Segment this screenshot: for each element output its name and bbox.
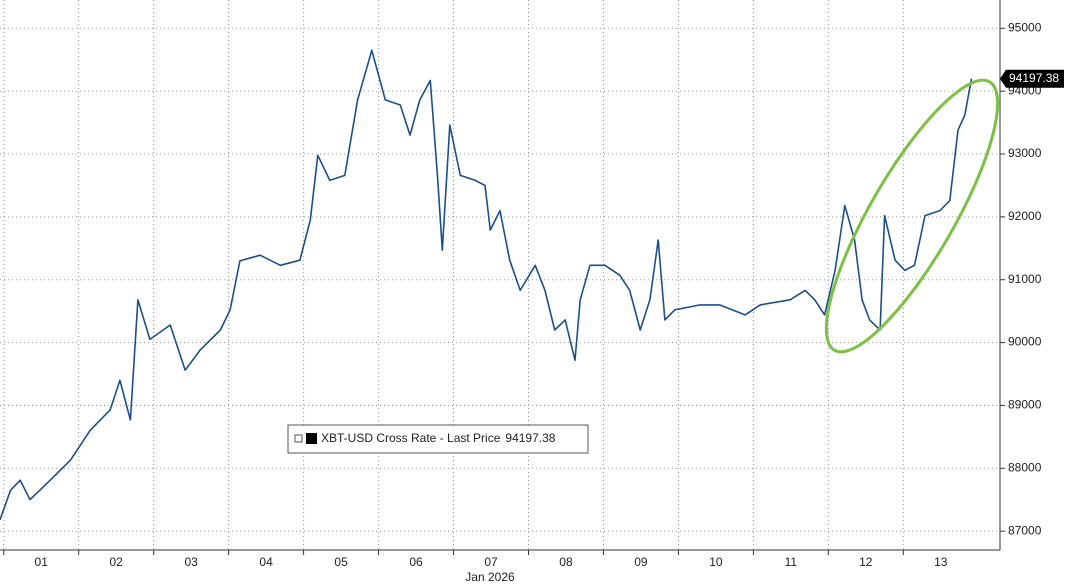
x-tick-label: 02 [110, 555, 124, 569]
last-price-tag [1000, 69, 1064, 88]
legend-swatch [306, 433, 317, 444]
x-tick-label: 13 [934, 555, 948, 569]
x-tick-label: 08 [559, 555, 573, 569]
grid [0, 0, 1000, 550]
y-tick-label: 89000 [1008, 398, 1042, 412]
last-price-label: 94197.38 [1009, 71, 1059, 85]
x-tick-label: 05 [334, 555, 348, 569]
y-tick-label: 93000 [1008, 146, 1042, 160]
y-tick-label: 87000 [1008, 523, 1042, 537]
x-tick-label: 04 [259, 555, 273, 569]
legend: XBT-USD Cross Rate - Last Price 94197.38 [287, 424, 589, 454]
legend-value: 94197.38 [505, 431, 555, 445]
y-tick-label: 91000 [1008, 272, 1042, 286]
price-line [0, 49, 973, 521]
y-tick-label: 90000 [1008, 335, 1042, 349]
x-axis-label: Jan 2026 [465, 570, 515, 584]
highlight-ellipse [824, 78, 1000, 354]
plot [0, 49, 973, 521]
x-tick-label: 12 [859, 555, 873, 569]
y-tick-label: 88000 [1008, 460, 1042, 474]
y-tick-label: 95000 [1008, 20, 1042, 34]
x-tick-label: 01 [35, 555, 49, 569]
x-tick-label: 07 [484, 555, 498, 569]
x-tick-label: 11 [785, 555, 798, 569]
legend-label: XBT-USD Cross Rate - Last Price [321, 431, 501, 445]
x-tick-label: 10 [709, 555, 723, 569]
legend-toggle [294, 434, 303, 443]
y-tick-label: 92000 [1008, 209, 1042, 223]
x-tick-label: 09 [634, 555, 648, 569]
x-tick-label: 03 [184, 555, 198, 569]
x-tick-label: 06 [409, 555, 423, 569]
legend-box [287, 424, 589, 454]
